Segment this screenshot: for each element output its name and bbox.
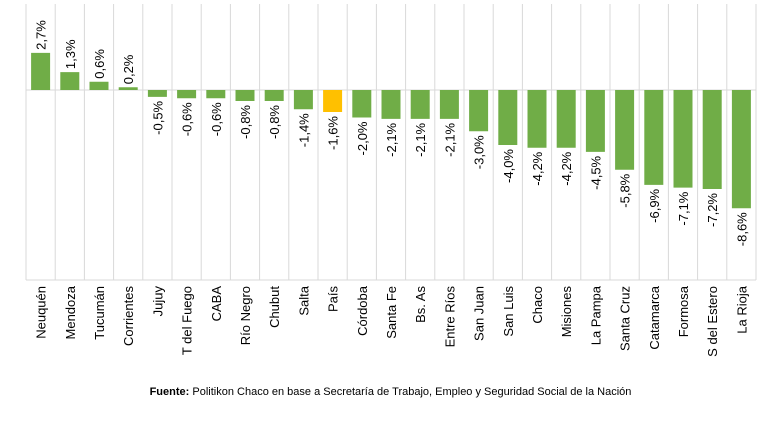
- data-label: -0,8%: [238, 105, 253, 139]
- source-label: Fuente:: [149, 386, 190, 398]
- data-label: -0,8%: [267, 105, 282, 139]
- category-label: Bs. As: [413, 286, 428, 323]
- bars: [31, 52, 751, 209]
- bar: [264, 90, 284, 101]
- category-label: Formosa: [676, 285, 691, 337]
- bar: [556, 90, 576, 148]
- bar: [673, 90, 693, 188]
- data-label: -0,5%: [150, 100, 165, 134]
- bar: [731, 90, 751, 209]
- data-label: 0,6%: [92, 49, 107, 79]
- data-label: -3,0%: [472, 135, 487, 169]
- data-label: -6,9%: [647, 188, 662, 222]
- category-label: Córdoba: [355, 285, 370, 336]
- data-label: -4,0%: [501, 149, 516, 183]
- bar: [615, 90, 635, 170]
- category-label: La Rioja: [734, 285, 749, 333]
- data-label: -1,6%: [326, 116, 341, 150]
- data-label: -2,1%: [413, 122, 428, 156]
- category-label: Santa Cruz: [618, 286, 633, 351]
- bar-chart: 2,7% 1,3% 0,6% 0,2% -0,5% -0,6% -0,6% -0,8% -0,8…: [25, 4, 757, 357]
- category-label: T del Fuego: [180, 286, 195, 355]
- category-label: Tucumán: [92, 286, 107, 340]
- data-label: -5,8%: [618, 173, 633, 207]
- bar: [235, 90, 255, 101]
- data-label: -4,5%: [588, 155, 603, 189]
- category-label: San Juan: [472, 286, 487, 341]
- bar: [381, 90, 401, 119]
- category-label: Catamarca: [647, 285, 662, 349]
- value-labels: 2,7% 1,3% 0,6% 0,2% -0,5% -0,6% -0,6% -0,8% -0,8…: [34, 20, 750, 246]
- bar: [60, 72, 80, 90]
- category-label: San Luis: [501, 286, 516, 337]
- category-label: País: [326, 286, 341, 313]
- source-text: Politikon Chaco en base a Secretaría de …: [192, 386, 632, 398]
- data-label: -2,1%: [384, 122, 399, 156]
- data-label: -2,1%: [442, 122, 457, 156]
- data-label: -0,6%: [180, 102, 195, 136]
- category-label: Misiones: [559, 286, 574, 338]
- data-label: -0,6%: [209, 102, 224, 136]
- category-label: Santa Fe: [384, 286, 399, 339]
- category-label: Entre Ríos: [442, 286, 457, 348]
- category-label: La Pampa: [588, 285, 603, 345]
- category-label: Río Negro: [238, 286, 253, 345]
- category-label: Chubut: [267, 286, 282, 328]
- bar: [644, 90, 664, 185]
- bar: [410, 90, 430, 119]
- bar: [147, 90, 167, 97]
- data-label: 0,2%: [121, 54, 136, 84]
- bar: [293, 90, 313, 110]
- category-label: Salta: [296, 285, 311, 315]
- bar: [469, 90, 489, 132]
- bar: [439, 90, 459, 119]
- bar: [177, 90, 197, 99]
- category-label: Neuquén: [34, 286, 49, 339]
- bar: [89, 81, 109, 90]
- source-note: Fuente: Politikon Chaco en base a Secret…: [0, 386, 781, 398]
- data-label: -7,1%: [676, 191, 691, 225]
- gridlines: [25, 4, 757, 281]
- category-label: Mendoza: [63, 285, 78, 339]
- bar: [702, 90, 722, 189]
- bar: [527, 90, 547, 148]
- bar: [498, 90, 518, 145]
- category-labels: Neuquén Mendoza Tucumán Corrientes Jujuy T de…: [34, 285, 750, 357]
- data-label: -8,6%: [734, 212, 749, 246]
- data-label: -7,2%: [705, 193, 720, 227]
- bar: [118, 87, 138, 90]
- data-label: -4,2%: [530, 151, 545, 185]
- category-label: CABA: [209, 286, 224, 322]
- bar: [31, 52, 51, 90]
- data-label: -1,4%: [296, 113, 311, 147]
- bar: [323, 90, 343, 112]
- data-label: -2,0%: [355, 121, 370, 155]
- category-label: Corrientes: [121, 286, 136, 346]
- data-label: -4,2%: [559, 151, 574, 185]
- data-label: 1,3%: [63, 39, 78, 69]
- bar: [585, 90, 605, 152]
- category-label: Jujuy: [150, 286, 165, 317]
- data-label: 2,7%: [34, 20, 49, 50]
- category-label: Chaco: [530, 286, 545, 324]
- bar: [352, 90, 372, 118]
- bar: [206, 90, 226, 99]
- category-label: S del Estero: [705, 286, 720, 357]
